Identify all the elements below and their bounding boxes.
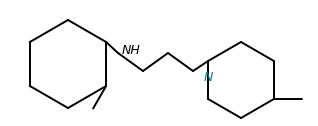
Text: NH: NH — [121, 44, 140, 57]
Text: N: N — [204, 71, 213, 84]
